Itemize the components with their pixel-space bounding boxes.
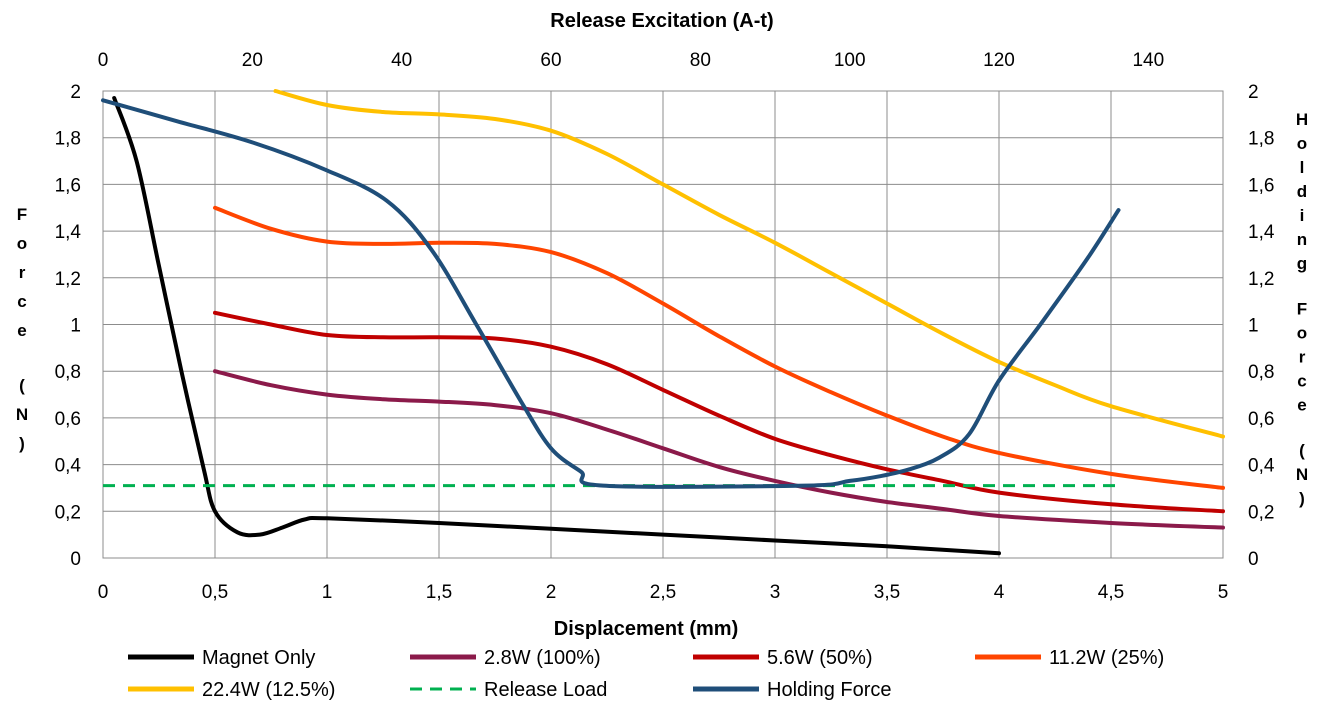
y2-axis-title-letter: g	[1297, 254, 1307, 273]
y2-tick-label: 0	[1248, 549, 1259, 570]
x2-tick-label: 20	[242, 50, 263, 71]
y2-axis-title-letter: H	[1296, 110, 1308, 129]
y2-tick-label: 0,4	[1248, 456, 1275, 477]
x-tick-label: 5	[1218, 582, 1229, 603]
plot-frame	[102, 90, 1224, 559]
x-tick-label: 1	[322, 582, 333, 603]
y-tick-label: 1,8	[55, 129, 81, 150]
y2-tick-label: 1,6	[1248, 175, 1274, 196]
y2-tick-label: 2	[1248, 82, 1259, 103]
legend-label-22-4w-12-5: 22.4W (12.5%)	[202, 679, 335, 701]
y2-axis-title-letter: o	[1297, 134, 1307, 153]
x-tick-label: 2	[546, 582, 557, 603]
x2-tick-label: 40	[391, 50, 412, 71]
x-tick-label: 0,5	[202, 582, 228, 603]
x-tick-label: 3	[770, 582, 781, 603]
y-tick-label: 0,4	[55, 456, 82, 477]
x-axis-title: Displacement (mm)	[554, 618, 739, 640]
tick-labels: 0 00,2 0,20,4 0,40,6 0,60,8 0,81 11,2 1,21,4 1,4…	[55, 50, 1275, 603]
x-tick-label: 2,5	[650, 582, 676, 603]
y-axis-title-letter: e	[17, 321, 26, 340]
y2-tick-label: 1,8	[1248, 129, 1274, 150]
y-tick-label: 1	[70, 316, 81, 337]
y2-axis-title-letter: o	[1297, 324, 1307, 343]
y2-tick-label: 1,2	[1248, 269, 1274, 290]
y-tick-label: 1,2	[55, 269, 81, 290]
y-tick-label: 0	[70, 549, 81, 570]
y2-axis-title-letter: (	[1299, 441, 1305, 460]
y-axis-title-letter: (	[19, 376, 25, 395]
x-tick-label: 0	[98, 582, 109, 603]
y2-tick-label: 0,2	[1248, 502, 1274, 523]
y2-axis-title-letter: )	[1299, 489, 1305, 508]
series-line-5-6w-50	[213, 310, 1225, 514]
y-axis-title-letter: r	[19, 263, 26, 282]
x-tick-label: 3,5	[874, 582, 900, 603]
y2-axis-title-letter: n	[1297, 230, 1307, 249]
y-axis-title-letter: F	[17, 205, 27, 224]
series-line-holding-force	[101, 98, 1121, 489]
y-axis-title-letter: c	[17, 292, 26, 311]
series-line-magnet-only	[112, 96, 1001, 556]
y2-axis-title-letter: d	[1297, 182, 1307, 201]
y2-tick-label: 1	[1248, 316, 1259, 337]
x2-tick-label: 100	[834, 50, 866, 71]
x-tick-label: 4,5	[1098, 582, 1124, 603]
y2-axis-title-letter: N	[1296, 465, 1308, 484]
y-axis-title-letter: )	[19, 434, 25, 453]
y2-axis-title-letter: F	[1297, 300, 1307, 319]
grid	[102, 90, 1224, 559]
x2-tick-label: 60	[540, 50, 561, 71]
y2-tick-label: 0,6	[1248, 409, 1274, 430]
x-tick-label: 4	[994, 582, 1005, 603]
series-line-22-4w-12-5	[273, 89, 1225, 439]
y-tick-label: 1,4	[55, 222, 82, 243]
legend-label-5-6w-50: 5.6W (50%)	[767, 647, 873, 669]
y-tick-label: 0,8	[55, 362, 81, 383]
legend-label-magnet-only: Magnet Only	[202, 647, 315, 669]
y-tick-label: 0,6	[55, 409, 81, 430]
x2-tick-label: 80	[690, 50, 711, 71]
y2-axis-title-letter: i	[1300, 206, 1305, 225]
series-group	[101, 89, 1225, 556]
x2-tick-label: 140	[1132, 50, 1164, 71]
series-line-11-2w-25	[213, 205, 1225, 490]
legend-label-holding-force: Holding Force	[767, 679, 892, 701]
y2-axis-title-letter: l	[1300, 158, 1305, 177]
y-axis-title-letter: N	[16, 405, 28, 424]
y2-axis-title-letter: r	[1299, 348, 1306, 367]
x2-tick-label: 0	[98, 50, 109, 71]
x2-axis-title: Release Excitation (A-t)	[550, 10, 773, 32]
legend-label-11-2w-25: 11.2W (25%)	[1049, 647, 1164, 669]
y-axis-title-letter: o	[17, 234, 27, 253]
y-tick-label: 1,6	[55, 175, 81, 196]
legend: Magnet Only 2.8W (100%) 5.6W (50%) 11.2W (2…	[128, 647, 1164, 701]
x2-tick-label: 120	[983, 50, 1015, 71]
y2-tick-label: 0,8	[1248, 362, 1274, 383]
y2-axis-title-letter: c	[1297, 372, 1306, 391]
y-tick-label: 0,2	[55, 502, 81, 523]
y-axis-title: Force ( N)	[16, 205, 28, 453]
x-tick-label: 1,5	[426, 582, 452, 603]
y2-axis-title-letter: e	[1297, 396, 1306, 415]
y2-tick-label: 1,4	[1248, 222, 1275, 243]
y-tick-label: 2	[70, 82, 81, 103]
legend-label-release-load: Release Load	[484, 679, 607, 701]
legend-label-2-8w-100: 2.8W (100%)	[484, 647, 601, 669]
series-line-2-8w-100	[213, 369, 1225, 530]
